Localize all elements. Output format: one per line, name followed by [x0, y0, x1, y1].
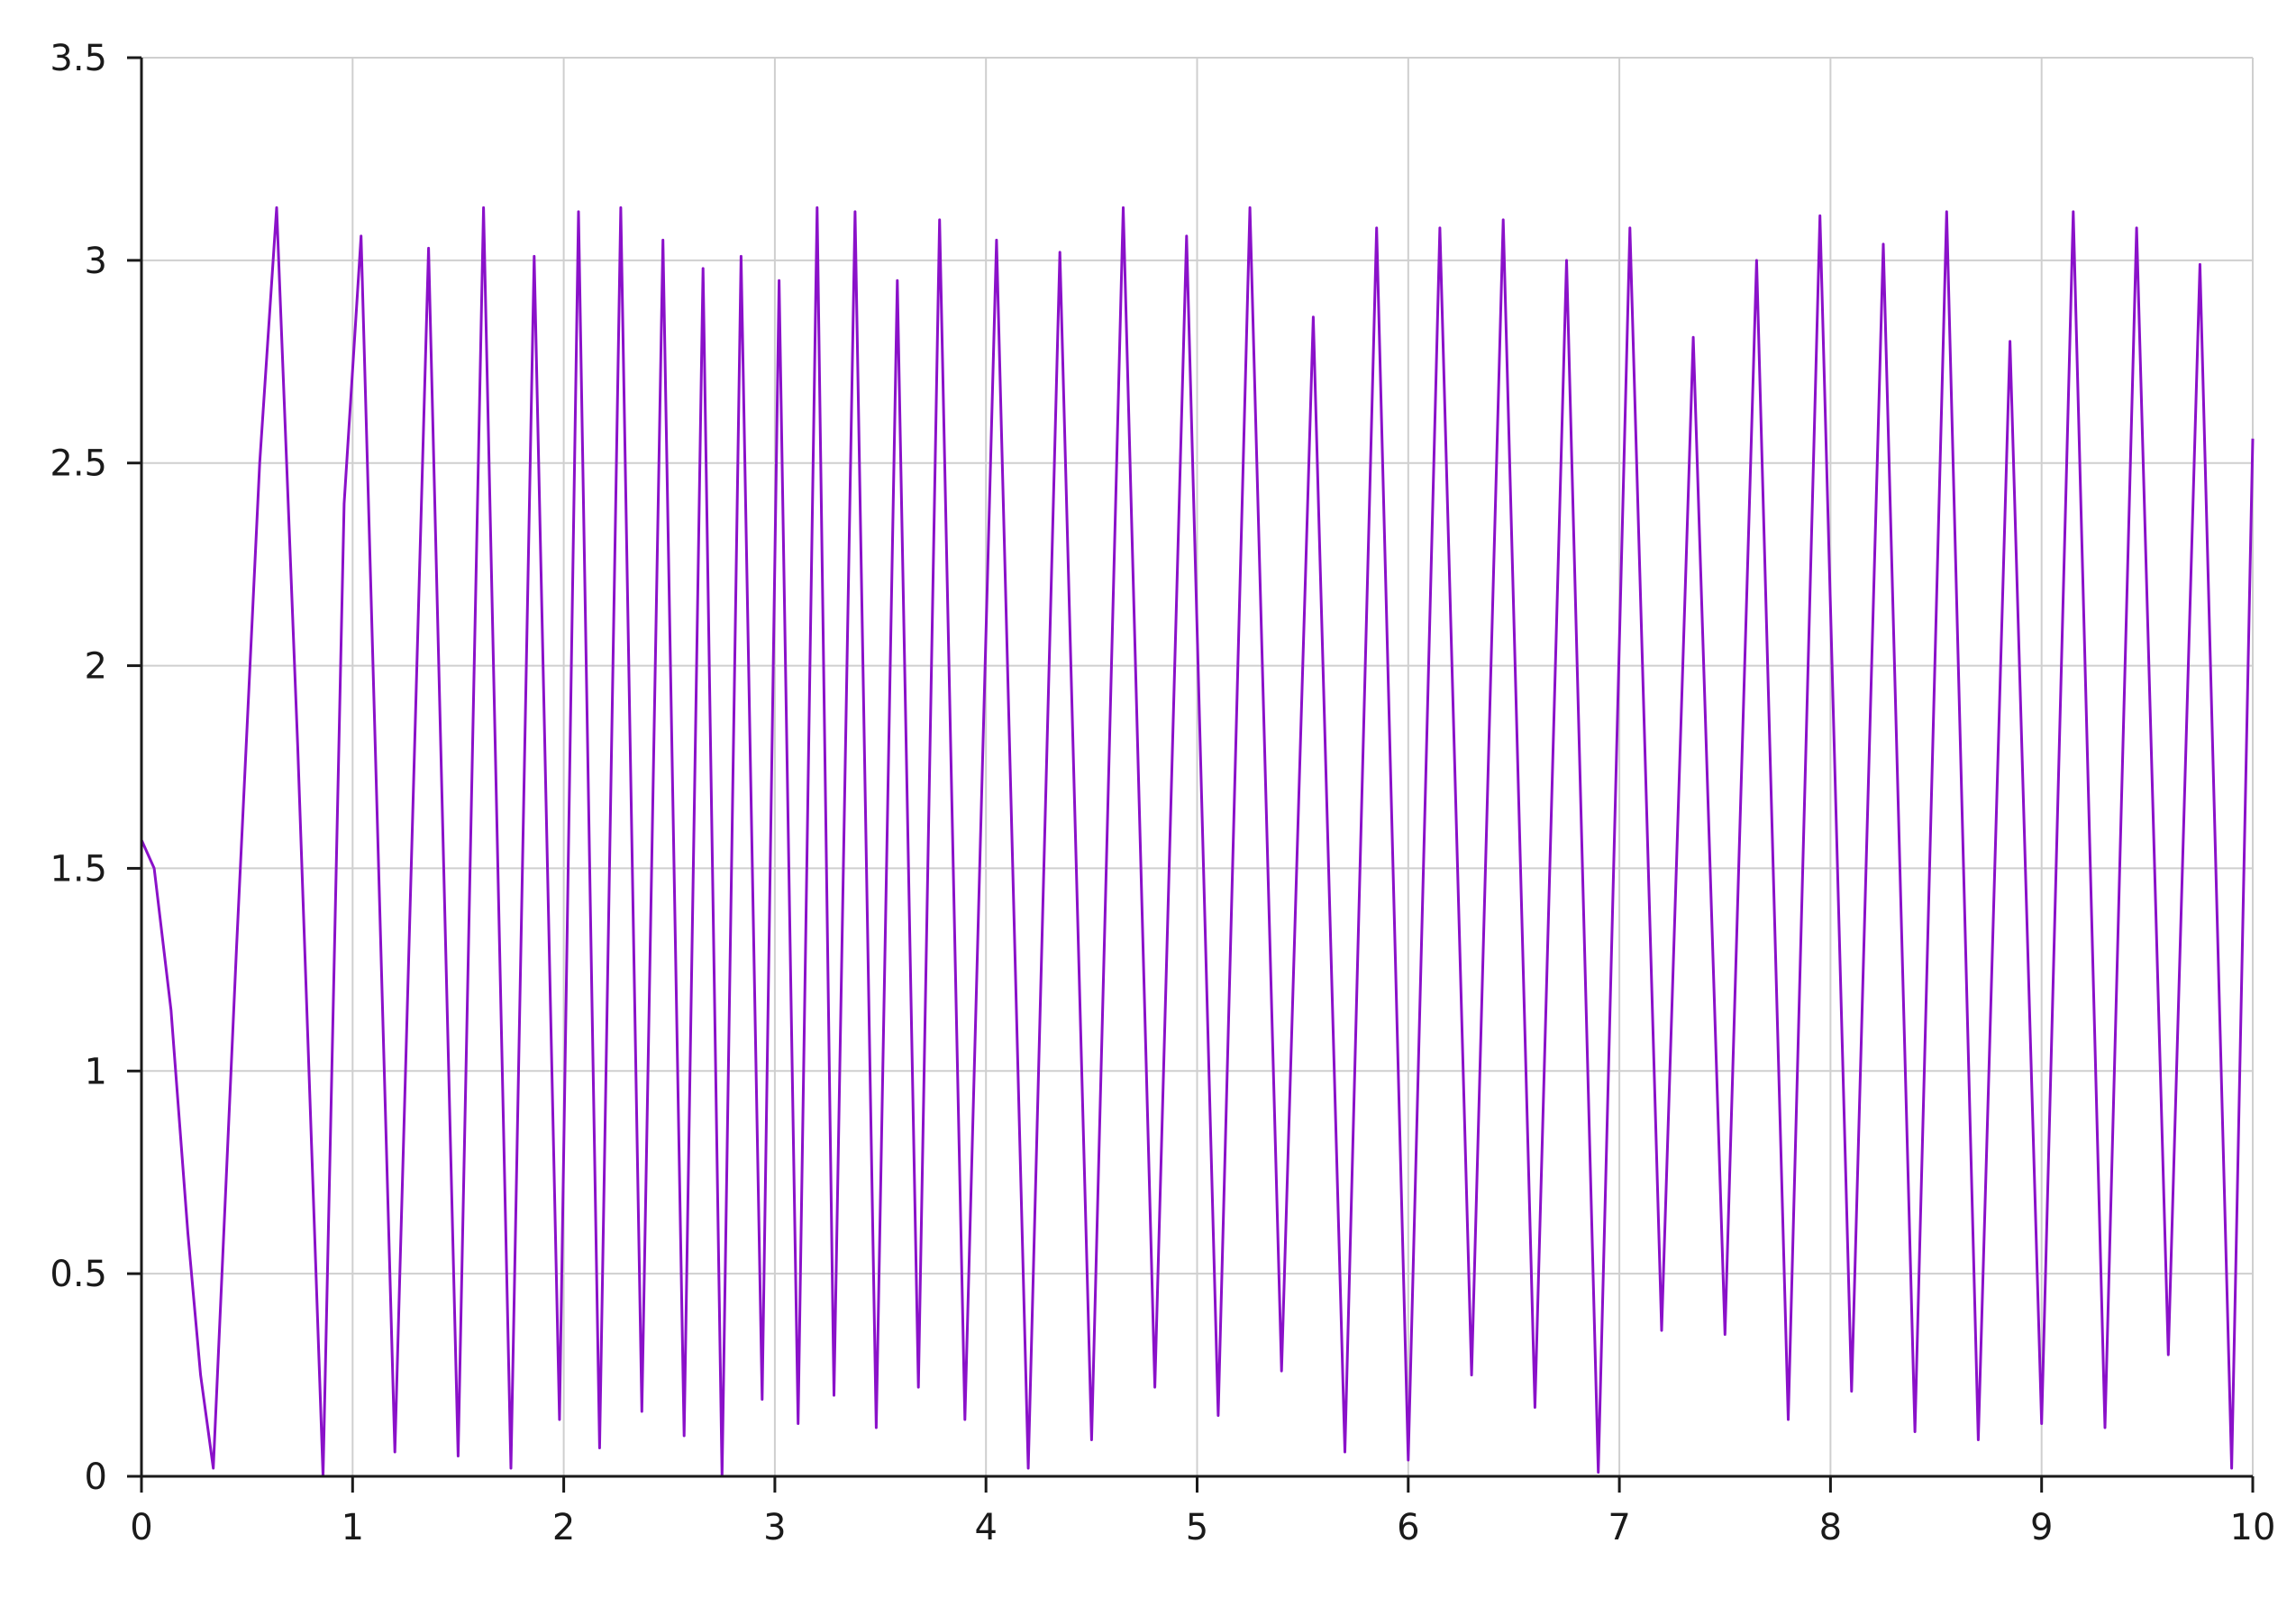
series-layer: [140, 205, 2255, 1478]
x-tick-label: 9: [2030, 1507, 2053, 1548]
tick-marks: [127, 56, 2255, 1493]
x-tick-label: 3: [763, 1507, 786, 1548]
x-tick-label: 0: [130, 1507, 152, 1548]
x-tick-label: 2: [552, 1507, 575, 1548]
y-tick-label: 2.5: [50, 443, 107, 485]
y-tick-label: 2: [85, 646, 107, 688]
x-tick-label: 4: [974, 1507, 997, 1548]
series-line-0: [140, 205, 2255, 1478]
y-tick-label: 1: [85, 1051, 107, 1092]
y-tick-label: 3: [85, 241, 107, 282]
y-tick-label: 0.5: [50, 1254, 107, 1295]
tick-labels: 0 1 2 3 4 5 6 7 8 9 10 0 0.5 1 1.5 2 2.5 3 3.5: [50, 38, 2275, 1548]
y-tick-label: 0: [85, 1456, 107, 1498]
y-tick-label: 3.5: [50, 38, 107, 79]
x-tick-label: 1: [342, 1507, 364, 1548]
grid-lines: [141, 57, 2254, 1476]
x-tick-label: 10: [2230, 1507, 2276, 1548]
y-tick-label: 1.5: [50, 848, 107, 890]
x-tick-label: 7: [1608, 1507, 1630, 1548]
x-tick-label: 6: [1397, 1507, 1419, 1548]
x-tick-label: 5: [1186, 1507, 1208, 1548]
x-tick-label: 8: [1819, 1507, 1842, 1548]
